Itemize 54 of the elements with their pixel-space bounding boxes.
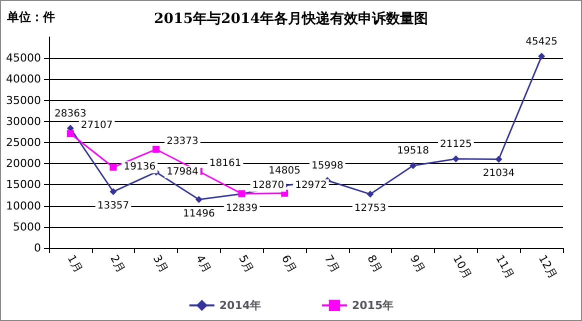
data-label: 19518	[397, 146, 429, 157]
point	[366, 190, 374, 198]
x-tick-label: 4月	[193, 252, 214, 275]
x-tick-label: 7月	[322, 252, 342, 275]
point	[66, 130, 74, 138]
data-label: 15998	[312, 160, 344, 172]
y-tick-label: 45000	[6, 52, 41, 65]
data-label: 12839	[226, 202, 258, 214]
point	[110, 188, 117, 196]
y-tick-label: 10000	[6, 199, 41, 212]
y-tick-label: 0	[34, 242, 41, 254]
point	[452, 155, 460, 162]
y-tick-label: 40000	[6, 72, 41, 86]
legend-label: 2014年	[219, 298, 262, 312]
text: 单位：件	[6, 10, 55, 24]
data-label: 28363	[54, 108, 86, 120]
point	[495, 156, 502, 163]
point	[152, 146, 160, 153]
y-tick-label: 5000	[13, 220, 41, 234]
point	[538, 52, 546, 60]
x-tick-label: 12月	[536, 252, 560, 281]
x-tick-label: 5月	[236, 252, 256, 275]
data-label: 12870	[252, 180, 284, 192]
data-label: 14805	[268, 166, 300, 177]
x-tick-label: 6月	[278, 252, 300, 275]
data-label: 21034	[482, 168, 515, 180]
data-label: 19136	[124, 162, 156, 173]
data-label: 23373	[166, 136, 198, 147]
y-tick-label: 20000	[6, 157, 41, 170]
data-label: 27107	[80, 120, 113, 132]
y-tick-label: 15000	[6, 178, 41, 192]
point	[410, 162, 417, 170]
data-label: 17984	[166, 166, 198, 178]
point	[195, 196, 202, 203]
point	[110, 164, 117, 171]
data-label: 45425	[526, 36, 558, 48]
legend-label: 2015年	[352, 298, 394, 312]
x-tick-label: 11月	[493, 252, 517, 281]
x-tick-label: 3月	[150, 252, 171, 275]
data-label: 18161	[209, 158, 242, 169]
x-tick-label: 8月	[364, 252, 385, 275]
data-label: 21125	[440, 138, 472, 150]
x-tick-label: 2月	[108, 252, 128, 275]
data-label: 12972	[295, 180, 327, 191]
y-tick-label: 35000	[6, 94, 41, 107]
chart-title: 2015年与2014年各月快递有效申诉数量图	[154, 10, 428, 27]
x-tick-label: 9月	[407, 252, 428, 275]
data-label: 12753	[354, 203, 386, 214]
x-tick-label: 10月	[450, 252, 474, 281]
y-tick-label: 25000	[6, 136, 41, 149]
y-tick-label: 30000	[6, 114, 41, 128]
data-label: 11496	[183, 208, 215, 220]
x-tick-label: 1月	[64, 252, 86, 275]
data-label: 13357	[97, 200, 130, 212]
